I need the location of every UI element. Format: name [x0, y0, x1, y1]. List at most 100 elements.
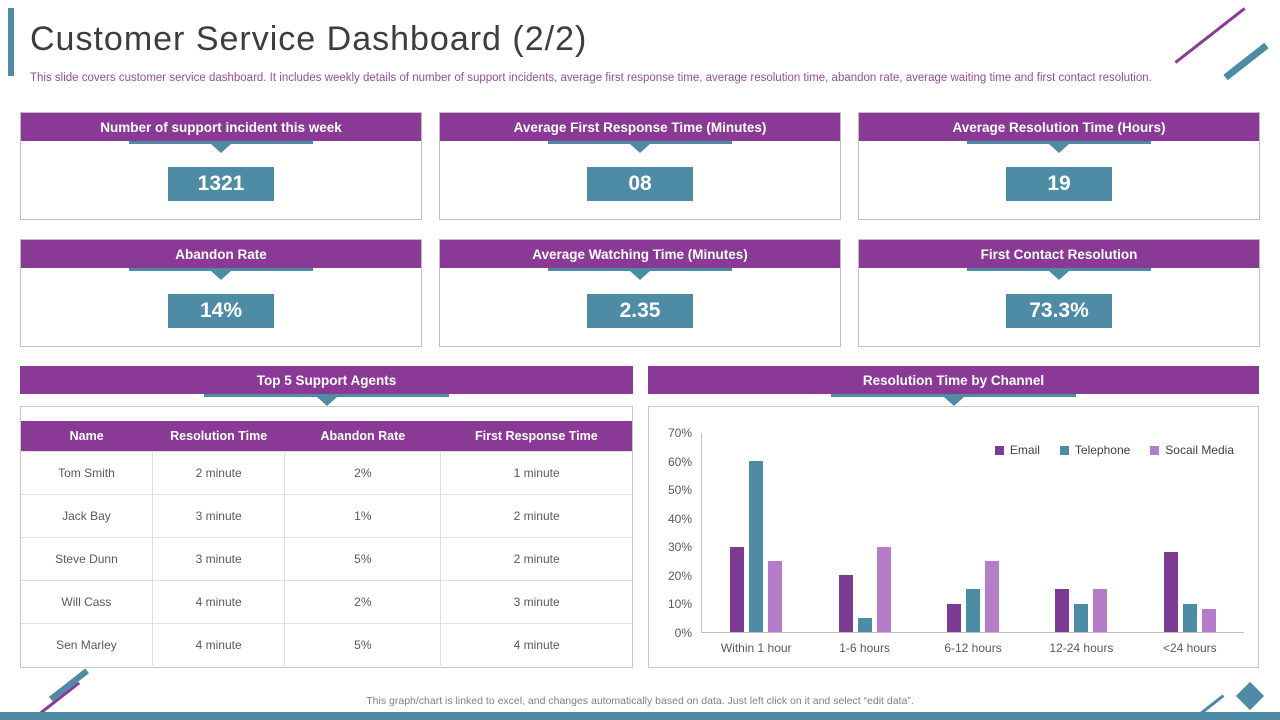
pointer-decoration — [440, 268, 840, 280]
bottom-accent-strip — [0, 712, 1280, 720]
kpi-card-first-contact-resolution: First Contact Resolution 73.3% — [858, 239, 1260, 347]
pointer-decoration — [20, 394, 633, 406]
chart-legend: Email Telephone Socail Media — [994, 443, 1234, 457]
cell-name: Tom Smith — [21, 450, 153, 495]
cell-first-response-time: 4 minute — [440, 622, 632, 666]
kpi-card-abandon-rate: Abandon Rate 14% — [20, 239, 422, 347]
kpi-label: Average Resolution Time (Hours) — [859, 113, 1259, 141]
cell-abandon-rate: 2% — [284, 450, 442, 495]
cell-abandon-rate: 2% — [284, 579, 442, 624]
kpi-value: 14% — [168, 294, 274, 328]
table-header-row: Name Resolution Time Abandon Rate First … — [21, 421, 632, 451]
bar-telephone — [1182, 603, 1197, 632]
top-agents-panel: Top 5 Support Agents Name Resolution Tim… — [20, 366, 633, 668]
column-header-first-response-time: First Response Time — [440, 421, 632, 451]
chart-area: 70% 60% 50% 40% 30% 20% 10% 0% Within 1 … — [657, 426, 1244, 655]
kpi-value: 19 — [1006, 167, 1112, 201]
cell-resolution-time: 2 minute — [152, 450, 286, 495]
title-accent-bar — [8, 8, 14, 76]
bar-telephone — [857, 617, 872, 632]
page-title: Customer Service Dashboard (2/2) — [30, 20, 588, 58]
cell-name: Will Cass — [21, 579, 153, 624]
cell-first-response-time: 2 minute — [440, 493, 632, 538]
x-axis-label: 12-24 hours — [1049, 641, 1114, 655]
cell-resolution-time: 3 minute — [152, 536, 286, 581]
resolution-time-panel: Resolution Time by Channel Email Telepho… — [648, 366, 1259, 668]
table-row: Steve Dunn 3 minute 5% 2 minute — [21, 536, 632, 581]
decor-diagonal-teal-top-right — [1223, 42, 1269, 81]
x-axis-label: 6-12 hours — [944, 641, 1002, 655]
table-row: Jack Bay 3 minute 1% 2 minute — [21, 493, 632, 538]
legend-label: Email — [1009, 443, 1040, 457]
kpi-label: Abandon Rate — [21, 240, 421, 268]
bar-socail-media — [768, 560, 783, 632]
kpi-label: Average Watching Time (Minutes) — [440, 240, 840, 268]
kpi-card-support-incidents: Number of support incident this week 132… — [20, 112, 422, 220]
bar-socail-media — [876, 546, 891, 632]
bar-email — [1163, 552, 1178, 632]
chart-title: Resolution Time by Channel — [648, 366, 1259, 394]
bar-telephone — [1074, 603, 1089, 632]
kpi-value: 1321 — [168, 167, 274, 201]
bar-socail-media — [985, 560, 1000, 632]
kpi-label: Number of support incident this week — [21, 113, 421, 141]
cell-first-response-time: 2 minute — [440, 536, 632, 581]
column-header-name: Name — [21, 421, 153, 451]
chart-groups: Within 1 hour 1-6 hours 6-12 hours 12-24 ho… — [702, 433, 1244, 655]
top-agents-title: Top 5 Support Agents — [20, 366, 633, 394]
x-axis-label: <24 hours — [1162, 641, 1217, 655]
legend-label: Socail Media — [1165, 443, 1234, 457]
legend-label: Telephone — [1074, 443, 1131, 457]
decor-diagonal-purple-top-right — [1174, 7, 1246, 64]
cell-resolution-time: 4 minute — [152, 579, 286, 624]
chart-object[interactable]: Email Telephone Socail Media 70% 60% 50%… — [648, 406, 1259, 668]
x-axis-label: Within 1 hour — [720, 641, 792, 655]
page-subtitle: This slide covers customer service dashb… — [30, 72, 1152, 84]
bar-group: 12-24 hours — [1027, 433, 1135, 655]
bar-telephone — [749, 461, 764, 632]
pointer-decoration — [21, 268, 421, 280]
kpi-card-first-response-time: Average First Response Time (Minutes) 08 — [439, 112, 841, 220]
plot-area: Within 1 hour 1-6 hours 6-12 hours 12-24 ho… — [701, 433, 1244, 655]
cell-abandon-rate: 5% — [284, 622, 442, 666]
bar-group: 1-6 hours — [810, 433, 918, 655]
legend-swatch-email-icon — [994, 445, 1004, 455]
bar-socail-media — [1201, 609, 1216, 632]
cell-abandon-rate: 5% — [284, 536, 442, 581]
pointer-decoration — [440, 141, 840, 153]
kpi-label: First Contact Resolution — [859, 240, 1259, 268]
table-row: Sen Marley 4 minute 5% 4 minute — [21, 622, 632, 666]
cell-first-response-time: 3 minute — [440, 579, 632, 624]
legend-item-email: Email — [994, 443, 1040, 457]
kpi-value: 08 — [587, 167, 693, 201]
x-axis-label: 1-6 hours — [839, 641, 890, 655]
bar-socail-media — [1093, 589, 1108, 632]
legend-swatch-telephone-icon — [1059, 445, 1069, 455]
top-agents-table: Name Resolution Time Abandon Rate First … — [21, 421, 632, 666]
legend-swatch-social-media-icon — [1150, 445, 1160, 455]
top-agents-table-object[interactable]: Name Resolution Time Abandon Rate First … — [20, 406, 633, 668]
cell-abandon-rate: 1% — [284, 493, 442, 538]
cell-name: Steve Dunn — [21, 536, 153, 581]
bar-email — [730, 546, 745, 632]
cell-resolution-time: 4 minute — [152, 622, 286, 666]
bar-email — [1055, 589, 1070, 632]
kpi-card-watching-time: Average Watching Time (Minutes) 2.35 — [439, 239, 841, 347]
pointer-decoration — [648, 394, 1259, 406]
y-axis: 70% 60% 50% 40% 30% 20% 10% 0% — [667, 426, 692, 640]
column-header-resolution-time: Resolution Time — [152, 421, 285, 451]
table-row: Will Cass 4 minute 2% 3 minute — [21, 579, 632, 624]
kpi-grid: Number of support incident this week 132… — [20, 112, 1260, 347]
bar-group: <24 hours — [1136, 433, 1244, 655]
bar-email — [838, 575, 853, 632]
cell-resolution-time: 3 minute — [152, 493, 286, 538]
cell-name: Jack Bay — [21, 493, 153, 538]
legend-item-telephone: Telephone — [1059, 443, 1131, 457]
kpi-card-resolution-time: Average Resolution Time (Hours) 19 — [858, 112, 1260, 220]
kpi-label: Average First Response Time (Minutes) — [440, 113, 840, 141]
column-header-abandon-rate: Abandon Rate — [284, 421, 441, 451]
pointer-decoration — [859, 141, 1259, 153]
bar-email — [947, 603, 962, 632]
bar-group: Within 1 hour — [702, 433, 810, 655]
